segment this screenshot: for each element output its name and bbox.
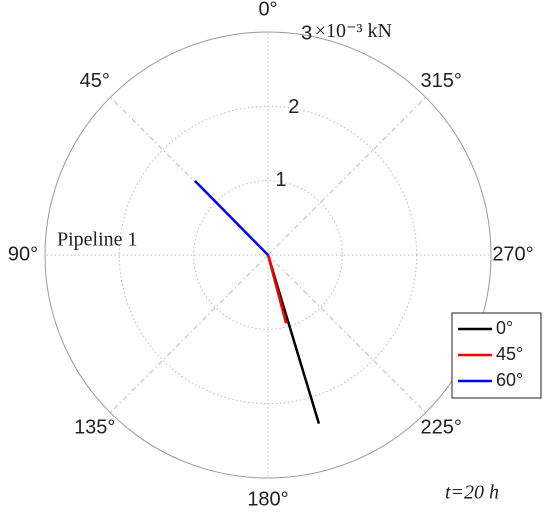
theta-tick-label: 180° [247, 488, 288, 510]
spoke-grid-line [109, 254, 269, 414]
theta-tick-label: 270° [492, 243, 533, 265]
theta-tick-label: 135° [74, 417, 115, 439]
ring-grid-line [118, 105, 418, 405]
theta-tick-label: 0° [258, 0, 277, 20]
legend: 0° 45° 60° [451, 312, 542, 399]
outer-circle [44, 31, 492, 479]
r-tick-label: 3 [301, 23, 312, 45]
vector [266, 254, 288, 324]
theta-tick-label: 45° [80, 70, 110, 92]
spoke-grid-line [267, 96, 427, 256]
vector [194, 180, 269, 256]
r-tick-label: 2 [288, 96, 299, 118]
theta-tick-label: 90° [8, 243, 38, 265]
annotation: Pipeline 1 [57, 229, 138, 251]
legend-label: 0° [496, 318, 513, 338]
ring-grid-line [193, 180, 343, 330]
r-unit-label: ×10⁻³ kN [315, 20, 392, 42]
annotation: t=20 h [445, 482, 499, 504]
r-tick-label: 1 [275, 169, 286, 191]
theta-tick-label: 315° [421, 70, 462, 92]
theta-tick-label: 225° [421, 417, 462, 439]
legend-label: 45° [496, 344, 523, 364]
legend-label: 60° [496, 370, 523, 390]
